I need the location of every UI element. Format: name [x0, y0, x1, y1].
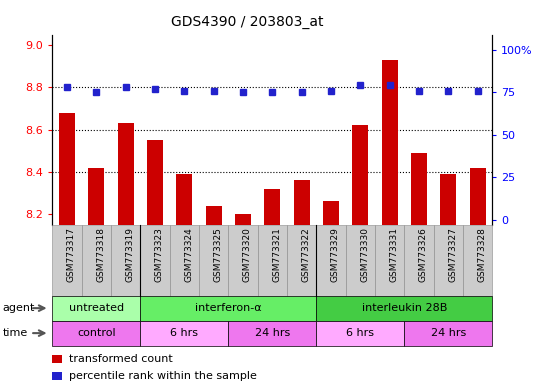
Bar: [206, 206, 222, 225]
Bar: [147, 140, 163, 225]
Text: GSM773326: GSM773326: [419, 227, 428, 281]
Text: 6 hrs: 6 hrs: [170, 328, 198, 338]
Bar: [323, 202, 339, 225]
Text: 24 hrs: 24 hrs: [255, 328, 290, 338]
Text: transformed count: transformed count: [69, 354, 173, 364]
Bar: [294, 180, 310, 225]
Text: percentile rank within the sample: percentile rank within the sample: [69, 371, 257, 381]
Text: agent: agent: [3, 303, 35, 313]
Bar: [411, 153, 427, 225]
Text: GSM773319: GSM773319: [125, 227, 135, 282]
Text: interferon-α: interferon-α: [195, 303, 262, 313]
Text: 24 hrs: 24 hrs: [431, 328, 466, 338]
Text: GSM773317: GSM773317: [67, 227, 76, 282]
Bar: [352, 126, 368, 225]
Text: interleukin 28B: interleukin 28B: [361, 303, 447, 313]
Text: 6 hrs: 6 hrs: [346, 328, 374, 338]
Text: GDS4390 / 203803_at: GDS4390 / 203803_at: [171, 15, 324, 29]
Text: GSM773321: GSM773321: [272, 227, 281, 281]
Text: GSM773320: GSM773320: [243, 227, 252, 281]
Bar: [382, 60, 398, 225]
Bar: [440, 174, 456, 225]
Text: GSM773322: GSM773322: [301, 227, 311, 281]
Bar: [235, 214, 251, 225]
Bar: [88, 168, 104, 225]
Text: GSM773329: GSM773329: [331, 227, 340, 281]
Text: GSM773318: GSM773318: [96, 227, 105, 282]
Text: GSM773330: GSM773330: [360, 227, 369, 282]
Text: GSM773328: GSM773328: [477, 227, 487, 281]
Bar: [59, 113, 75, 225]
Bar: [118, 123, 134, 225]
Bar: [470, 168, 486, 225]
Text: GSM773331: GSM773331: [389, 227, 399, 282]
Text: GSM773323: GSM773323: [155, 227, 164, 281]
Text: GSM773324: GSM773324: [184, 227, 193, 281]
Text: control: control: [77, 328, 116, 338]
Text: time: time: [3, 328, 28, 338]
Text: untreated: untreated: [69, 303, 124, 313]
Text: GSM773325: GSM773325: [213, 227, 223, 281]
Text: GSM773327: GSM773327: [448, 227, 457, 281]
Bar: [176, 174, 192, 225]
Bar: [264, 189, 280, 225]
